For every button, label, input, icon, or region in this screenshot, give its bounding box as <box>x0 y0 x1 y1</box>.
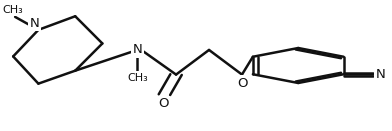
Text: N: N <box>132 43 142 56</box>
Text: CH₃: CH₃ <box>3 5 24 15</box>
Text: N: N <box>29 17 39 30</box>
Text: O: O <box>158 97 169 110</box>
Text: N: N <box>376 68 385 81</box>
Text: O: O <box>238 77 248 89</box>
Text: CH₃: CH₃ <box>127 73 148 83</box>
